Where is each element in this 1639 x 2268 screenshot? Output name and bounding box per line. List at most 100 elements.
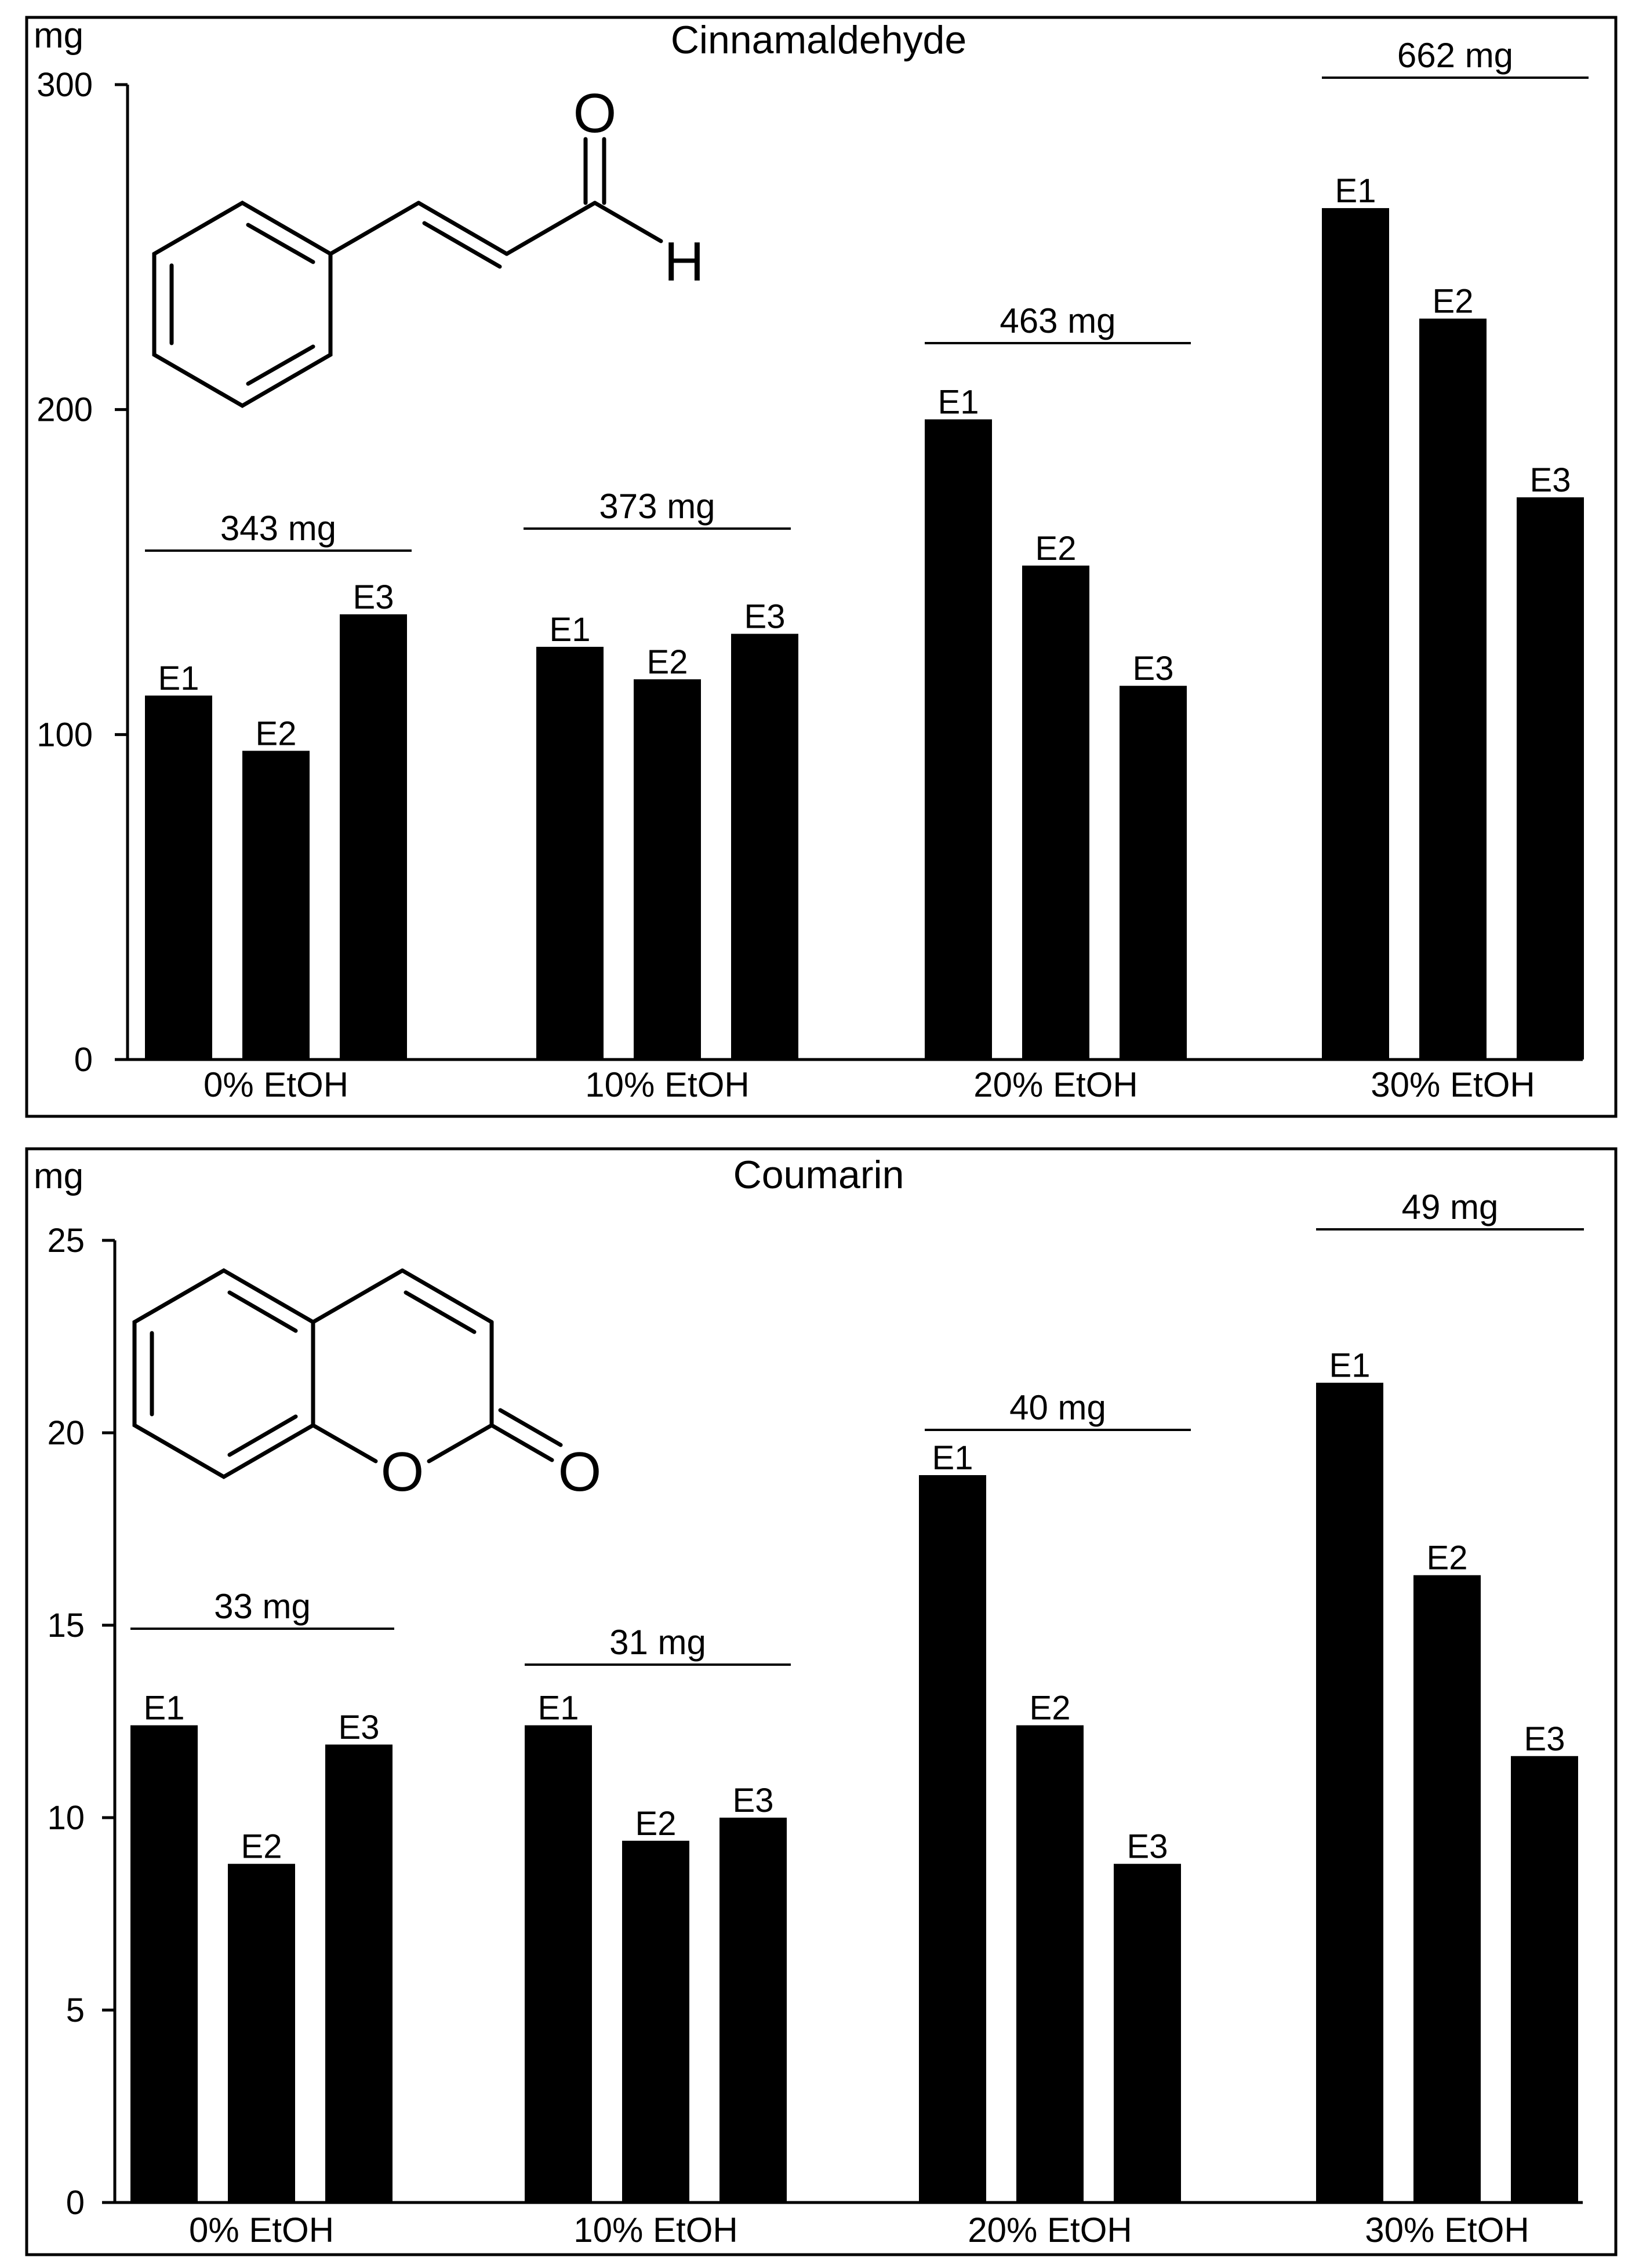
ring-inner-bond [246, 223, 315, 264]
bar-label: E3 [353, 578, 394, 616]
bar-e2 [1016, 1725, 1084, 2203]
panel-frame [25, 1147, 1618, 2256]
bar-e1 [525, 1725, 592, 2203]
y-tick-label: 5 [66, 1992, 85, 2029]
panel-cinnamaldehyde: Cinnamaldehyde mg 0 100 200 300 E1 E2 E3 0% EtO… [25, 16, 1618, 1118]
ring-inner-bond [246, 344, 315, 386]
ring-inner-bond [227, 1290, 298, 1333]
y-axis-unit-label: mg [34, 16, 83, 56]
y-tick-label: 25 [47, 1222, 85, 1259]
chart-title: Coumarin [733, 1153, 904, 1197]
bar-label: E2 [256, 715, 297, 752]
bar-e3 [1511, 1756, 1578, 2203]
y-tick-label: 10 [47, 1799, 85, 1837]
category-label: 30% EtOH [1365, 2211, 1529, 2249]
bar-label: E2 [1433, 283, 1474, 321]
pyrone-bond [311, 1423, 378, 1464]
group-total-label: 373 mg [599, 487, 715, 526]
aldehyde-h-bond [593, 201, 663, 243]
bar-e2 [1413, 1575, 1481, 2203]
bar-label: E1 [1335, 172, 1376, 210]
group-total-label: 463 mg [1000, 301, 1115, 340]
y-tick-label: 200 [37, 391, 93, 429]
hydrogen-atom-label: H [664, 231, 704, 293]
ring-oxygen-label: O [381, 1441, 424, 1503]
group-total-label: 31 mg [609, 1623, 706, 1662]
carbonyl-oxygen-label: O [558, 1441, 602, 1503]
bar-e1 [1322, 208, 1389, 1060]
bar-e3 [325, 1744, 393, 2203]
benzene-ring [152, 200, 333, 409]
plot-area: 0 100 200 300 E1 E2 E3 0% EtOH 343 mg E1 E2 E3 10% E… [37, 36, 1589, 1104]
bar-e3 [1517, 497, 1584, 1060]
pyrone-bond [311, 1268, 405, 1324]
bar-label: E2 [241, 1828, 282, 1866]
coumarin-structure [132, 1268, 563, 1480]
category-label: 10% EtOH [573, 2211, 737, 2249]
bar-label: E2 [647, 643, 688, 681]
plot-area: 0 5 10 15 20 25 E1 E2 E3 0% EtOH 33 mg E1 E2 E3 10% Et… [47, 1188, 1584, 2249]
bar-e2 [228, 1863, 295, 2203]
bar-e1 [1316, 1382, 1383, 2203]
bar-e1 [536, 646, 604, 1060]
bar-label: E2 [1427, 1539, 1468, 1577]
oxygen-atom-label: O [573, 82, 617, 144]
pyrone-double-bond-inner [404, 1290, 477, 1334]
category-label: 0% EtOH [189, 2211, 334, 2249]
chain-bond [328, 201, 421, 256]
chain-bond [504, 201, 597, 256]
bar-label: E1 [938, 383, 979, 421]
bar-e2 [242, 751, 310, 1060]
group-total-label: 662 mg [1397, 36, 1513, 75]
pyrone-double-bond [400, 1268, 494, 1324]
category-label: 30% EtOH [1371, 1065, 1535, 1104]
bar-label: E3 [1524, 1720, 1565, 1758]
group-total-label: 343 mg [220, 509, 336, 548]
bar-label: E2 [1035, 530, 1077, 567]
category-label: 10% EtOH [585, 1065, 749, 1104]
panel-coumarin: Coumarin mg 0 5 10 15 20 25 E1 E2 E3 0% EtOH 33 mg… [25, 1147, 1618, 2256]
bar-label: E3 [733, 1782, 774, 1819]
y-tick-label: 300 [37, 66, 93, 104]
y-tick-label: 0 [66, 2184, 85, 2222]
category-label: 0% EtOH [203, 1065, 348, 1104]
bar-e3 [1114, 1863, 1181, 2203]
y-axis-unit-label: mg [34, 1156, 83, 1196]
y-tick-label: 100 [37, 716, 93, 753]
bar-label: E3 [1530, 461, 1571, 499]
bar-label: E1 [158, 660, 199, 697]
bar-label: E3 [1127, 1828, 1168, 1866]
bar-label: E2 [1030, 1690, 1071, 1727]
bar-e3 [1120, 686, 1187, 1060]
bar-e1 [919, 1475, 986, 2203]
bar-label: E1 [1329, 1347, 1371, 1385]
bar-e2 [1419, 318, 1487, 1060]
benzene-ring [132, 1268, 315, 1480]
y-tick-label: 20 [47, 1414, 85, 1452]
chain-double-bond-inner [422, 221, 502, 269]
pyrone-bond [427, 1423, 494, 1464]
chart-title: Cinnamaldehyde [671, 18, 966, 62]
group-total-label: 33 mg [214, 1587, 311, 1626]
chain-double-bond [416, 201, 509, 256]
bar-e3 [719, 1818, 787, 2203]
bar-e3 [731, 634, 798, 1060]
bar-label: E3 [744, 598, 786, 636]
bar-label: E3 [339, 1709, 380, 1746]
bar-e1 [130, 1725, 198, 2203]
bar-e2 [1022, 565, 1089, 1060]
carbonyl-bond [489, 1423, 554, 1462]
group-total-label: 40 mg [1009, 1388, 1106, 1427]
bar-label: E3 [1133, 650, 1174, 687]
carbonyl-bond [498, 1408, 563, 1447]
bar-e1 [145, 696, 212, 1060]
group-total-label: 49 mg [1402, 1188, 1499, 1226]
cinnamaldehyde-structure [152, 137, 663, 409]
bar-label: E1 [550, 611, 591, 649]
bar-label: E2 [635, 1805, 677, 1843]
panel-frame [25, 16, 1618, 1118]
bar-e2 [622, 1840, 689, 2203]
bar-e3 [340, 614, 407, 1060]
bar-label: E1 [932, 1439, 973, 1477]
